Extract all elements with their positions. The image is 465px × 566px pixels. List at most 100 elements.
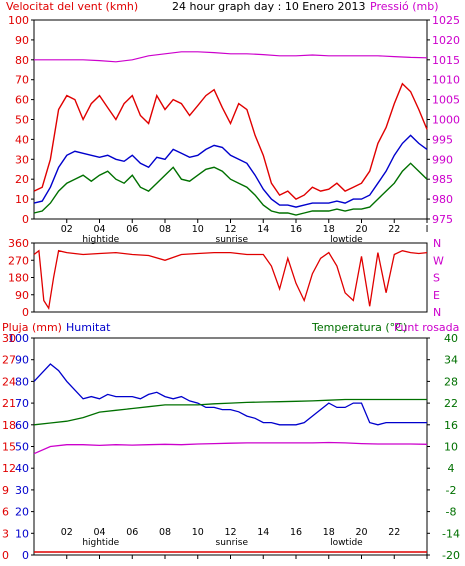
top-x-tick-label: I (426, 224, 429, 235)
bottom-x-tick-label: 04 (93, 527, 105, 538)
direction-tick-label: 270 (8, 254, 29, 267)
top-x-tick-label: 16 (290, 224, 302, 235)
wind-tick-label: 30 (15, 153, 29, 166)
top-x-tick-label: 14 (257, 224, 269, 235)
temperature-line (33, 398, 427, 426)
temperature-tick-label: 10 (444, 441, 458, 454)
wind-direction-line (33, 249, 428, 310)
rain-tick-label: 21 (2, 397, 16, 410)
bottom-x-tick-label: 18 (323, 527, 335, 538)
rain-tick-label: 0 (2, 549, 9, 562)
humidity-line (33, 363, 427, 426)
rain-tick-label: 15 (2, 441, 16, 454)
rain-tick-label: 9 (2, 484, 9, 497)
humidity-tick-label: 60 (15, 419, 29, 432)
wind-average-line (33, 134, 428, 208)
dew_point-line (33, 441, 428, 455)
bottom-x-tick-label: 12 (224, 527, 236, 538)
temperature-tick-label: -14 (442, 527, 460, 540)
pressure-tick-label: 995 (432, 133, 453, 146)
direction-tick-label: 180 (8, 272, 29, 285)
top-x-tick-label: 02 (61, 224, 73, 235)
top-x-tick-label: 04 (93, 224, 105, 235)
pressure-tick-label: 1025 (432, 14, 460, 27)
compass-label: W (433, 254, 444, 267)
wind-tick-label: 100 (8, 14, 29, 27)
pressure-tick-label: 1020 (432, 34, 460, 47)
pressure-tick-label: 1010 (432, 74, 460, 87)
pressure-tick-label: 1015 (432, 54, 460, 67)
top-x-tick-label: 10 (192, 224, 204, 235)
temperature-tick-label: 16 (444, 419, 458, 432)
compass-label: S (433, 272, 440, 285)
rain-tick-label: 12 (2, 462, 16, 475)
bottom-sunrise-marker: sunrise (216, 538, 249, 548)
pressure-tick-label: 990 (432, 153, 453, 166)
top-x-tick-label: 18 (323, 224, 335, 235)
humidity-tick-label: 100 (8, 332, 29, 345)
humidity-axis-title: Humitat (66, 321, 111, 334)
rain-tick-label: 30 (2, 332, 16, 345)
humidity-tick-label: 20 (15, 506, 29, 519)
bottom-panel-frame (33, 337, 428, 556)
top-x-tick-label: 06 (126, 224, 138, 235)
bottom-hightide-marker: hightide (82, 538, 119, 548)
rain-tick-label: 24 (2, 375, 16, 388)
humidity-tick-label: 90 (15, 354, 29, 367)
bottom-x-tick-label: 06 (126, 527, 138, 538)
top-panel-frame (33, 19, 428, 220)
wind-tick-label: 20 (15, 173, 29, 186)
direction-tick-label: 0 (22, 306, 29, 319)
pressure-tick-label: 1005 (432, 94, 460, 107)
temperature-tick-label: 4 (448, 462, 455, 475)
wind-speed-axis-title: Velocitat del vent (kmh) (6, 0, 138, 13)
compass-label: N (433, 306, 441, 319)
rain-tick-label: 18 (2, 419, 16, 432)
dew-point-axis-title: Punt rosada (394, 321, 459, 334)
pressure-tick-label: 1000 (432, 114, 460, 127)
humidity-tick-label: 0 (22, 549, 29, 562)
wind-pressure-line (34, 51, 428, 63)
top-x-tick-label: 12 (224, 224, 236, 235)
bottom-x-tick-label: 16 (290, 527, 302, 538)
pressure-tick-label: 985 (432, 173, 453, 186)
bottom-lowtide-marker: lowtide (330, 538, 363, 548)
bottom-x-tick-label: 14 (257, 527, 269, 538)
temperature-tick-label: 40 (444, 332, 458, 345)
temperature-tick-label: 34 (444, 354, 458, 367)
direction-tick-label: 360 (8, 237, 29, 250)
humidity-tick-label: 40 (15, 462, 29, 475)
wind-tick-label: 50 (15, 114, 29, 127)
wind-tick-label: 60 (15, 94, 29, 107)
chart-title: 24 hour graph day : 10 Enero 2013 (172, 0, 366, 13)
wind-tick-label: 70 (15, 74, 29, 87)
wind-gust-line (33, 82, 428, 200)
bottom-x-tick-label: 08 (159, 527, 171, 538)
temperature-tick-label: -20 (442, 549, 460, 562)
bottom-x-tick-label: 20 (355, 527, 367, 538)
bottom-x-tick-label: 02 (61, 527, 73, 538)
humidity-tick-label: 80 (15, 375, 29, 388)
rain-tick-label: 3 (2, 527, 9, 540)
humidity-tick-label: 50 (15, 441, 29, 454)
pressure-axis-title: Pressió (mb) (370, 0, 439, 13)
humidity-tick-label: 10 (15, 527, 29, 540)
wind-tick-label: 10 (15, 193, 29, 206)
bottom-x-tick-label: I (426, 527, 429, 538)
bottom-x-tick-label: 10 (192, 527, 204, 538)
top-hightide-marker: hightide (82, 235, 119, 245)
top-x-tick-label: 20 (355, 224, 367, 235)
top-x-tick-label: 08 (159, 224, 171, 235)
wind-tick-label: 90 (15, 34, 29, 47)
temperature-tick-label: -2 (446, 484, 457, 497)
bottom-x-tick-label: 22 (388, 527, 400, 538)
wind-tick-label: 40 (15, 133, 29, 146)
wind-tick-label: 80 (15, 54, 29, 67)
direction-tick-label: 90 (15, 289, 29, 302)
rain-tick-label: 6 (2, 506, 9, 519)
wind-minimum-line (33, 162, 428, 216)
humidity-tick-label: 70 (15, 397, 29, 410)
humidity-tick-label: 30 (15, 484, 29, 497)
temperature-tick-label: 22 (444, 397, 458, 410)
